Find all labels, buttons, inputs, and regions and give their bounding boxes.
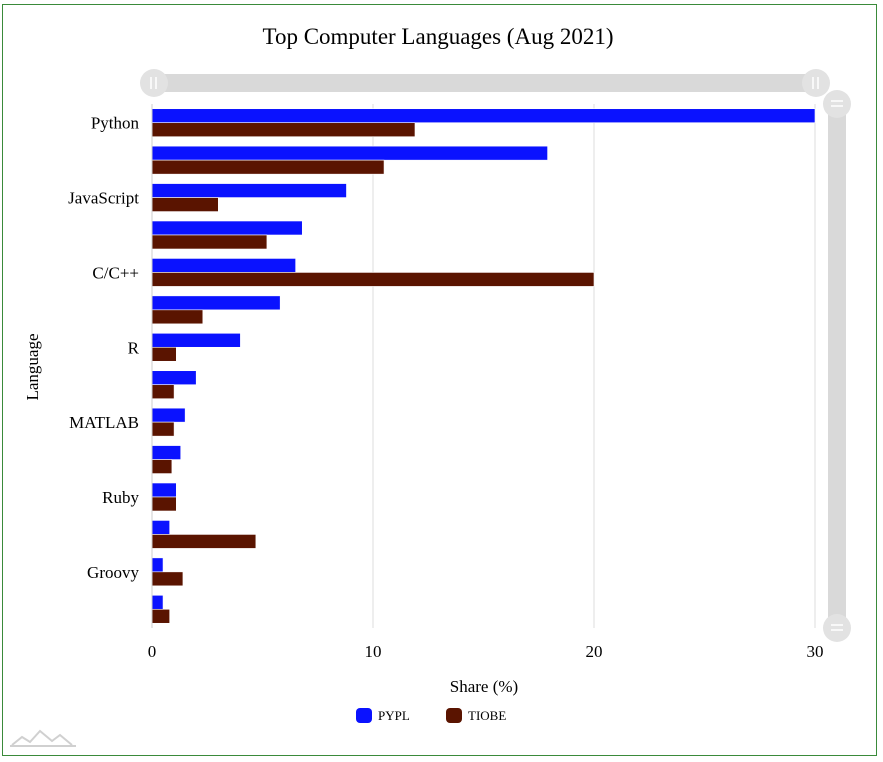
scrollbar-left-grip[interactable] (140, 69, 168, 97)
chart-frame (2, 4, 877, 756)
watermark-logo-icon (10, 729, 76, 747)
bar-tiobe[interactable] (151, 159, 385, 175)
x-axis-label: Share (%) (450, 677, 518, 696)
bar-tiobe[interactable] (151, 234, 268, 250)
bar-tiobe[interactable] (151, 571, 184, 587)
bar-tiobe[interactable] (151, 608, 170, 624)
bar-tiobe[interactable] (151, 197, 219, 212)
bar-pypl[interactable] (151, 557, 164, 573)
y-tick-label: Ruby (102, 488, 139, 507)
y-tick-label: Python (91, 114, 140, 133)
bar-tiobe[interactable] (151, 346, 177, 362)
legend-label: PYPL (378, 708, 410, 723)
bar-pypl[interactable] (151, 183, 347, 198)
bar-pypl[interactable] (151, 594, 164, 610)
bar-pypl[interactable] (151, 145, 548, 161)
legend-swatch (356, 708, 372, 723)
bar-pypl[interactable] (151, 220, 303, 236)
x-tick-label: 30 (807, 642, 824, 661)
y-axis-tick-labels: Python JavaScript C/C++ R MATLAB Ruby Groovy (68, 114, 139, 582)
bar-tiobe[interactable] (151, 122, 416, 138)
x-tick-label: 10 (365, 642, 382, 661)
bar-tiobe[interactable] (151, 534, 257, 549)
legend-item-tiobe[interactable]: TIOBE (446, 708, 506, 723)
bar-pypl[interactable] (151, 445, 182, 460)
horizontal-scrollbar[interactable] (140, 69, 830, 97)
bar-tiobe[interactable] (151, 421, 175, 437)
scrollbar-right-grip[interactable] (802, 69, 830, 97)
x-tick-label: 20 (586, 642, 603, 661)
bar-tiobe[interactable] (151, 384, 175, 400)
y-tick-label: R (128, 338, 140, 357)
x-tick-label: 0 (148, 642, 157, 661)
y-tick-label: C/C++ (92, 263, 139, 282)
bar-tiobe[interactable] (151, 496, 177, 512)
bars (151, 108, 816, 624)
gridlines (372, 104, 816, 628)
legend-item-pypl[interactable]: PYPL (356, 708, 410, 723)
bar-pypl[interactable] (151, 108, 816, 124)
x-axis-tick-labels: 0 10 20 30 (148, 642, 824, 661)
bar-pypl[interactable] (151, 407, 186, 423)
y-axis-label: Language (23, 333, 42, 400)
vertical-scrollbar-track[interactable] (828, 95, 846, 640)
scrollbar-top-grip[interactable] (823, 90, 851, 118)
bar-tiobe[interactable] (151, 309, 204, 325)
bar-pypl[interactable] (151, 332, 241, 348)
chart-title: Top Computer Languages (Aug 2021) (263, 24, 614, 49)
legend: PYPL TIOBE (356, 708, 506, 723)
y-tick-label: MATLAB (69, 413, 139, 432)
y-tick-label: Groovy (87, 563, 139, 582)
vertical-scrollbar[interactable] (823, 90, 851, 642)
scrollbar-bottom-grip[interactable] (823, 614, 851, 642)
horizontal-scrollbar-thumb[interactable] (155, 76, 815, 90)
bar-pypl[interactable] (151, 370, 197, 386)
bar-tiobe[interactable] (151, 459, 173, 474)
bar-pypl[interactable] (151, 520, 170, 535)
bar-pypl[interactable] (151, 258, 296, 273)
legend-swatch (446, 708, 462, 723)
legend-label: TIOBE (468, 708, 506, 723)
bar-pypl[interactable] (151, 482, 177, 498)
bar-tiobe[interactable] (151, 272, 595, 287)
bar-pypl[interactable] (151, 295, 281, 311)
y-tick-label: JavaScript (68, 189, 139, 208)
